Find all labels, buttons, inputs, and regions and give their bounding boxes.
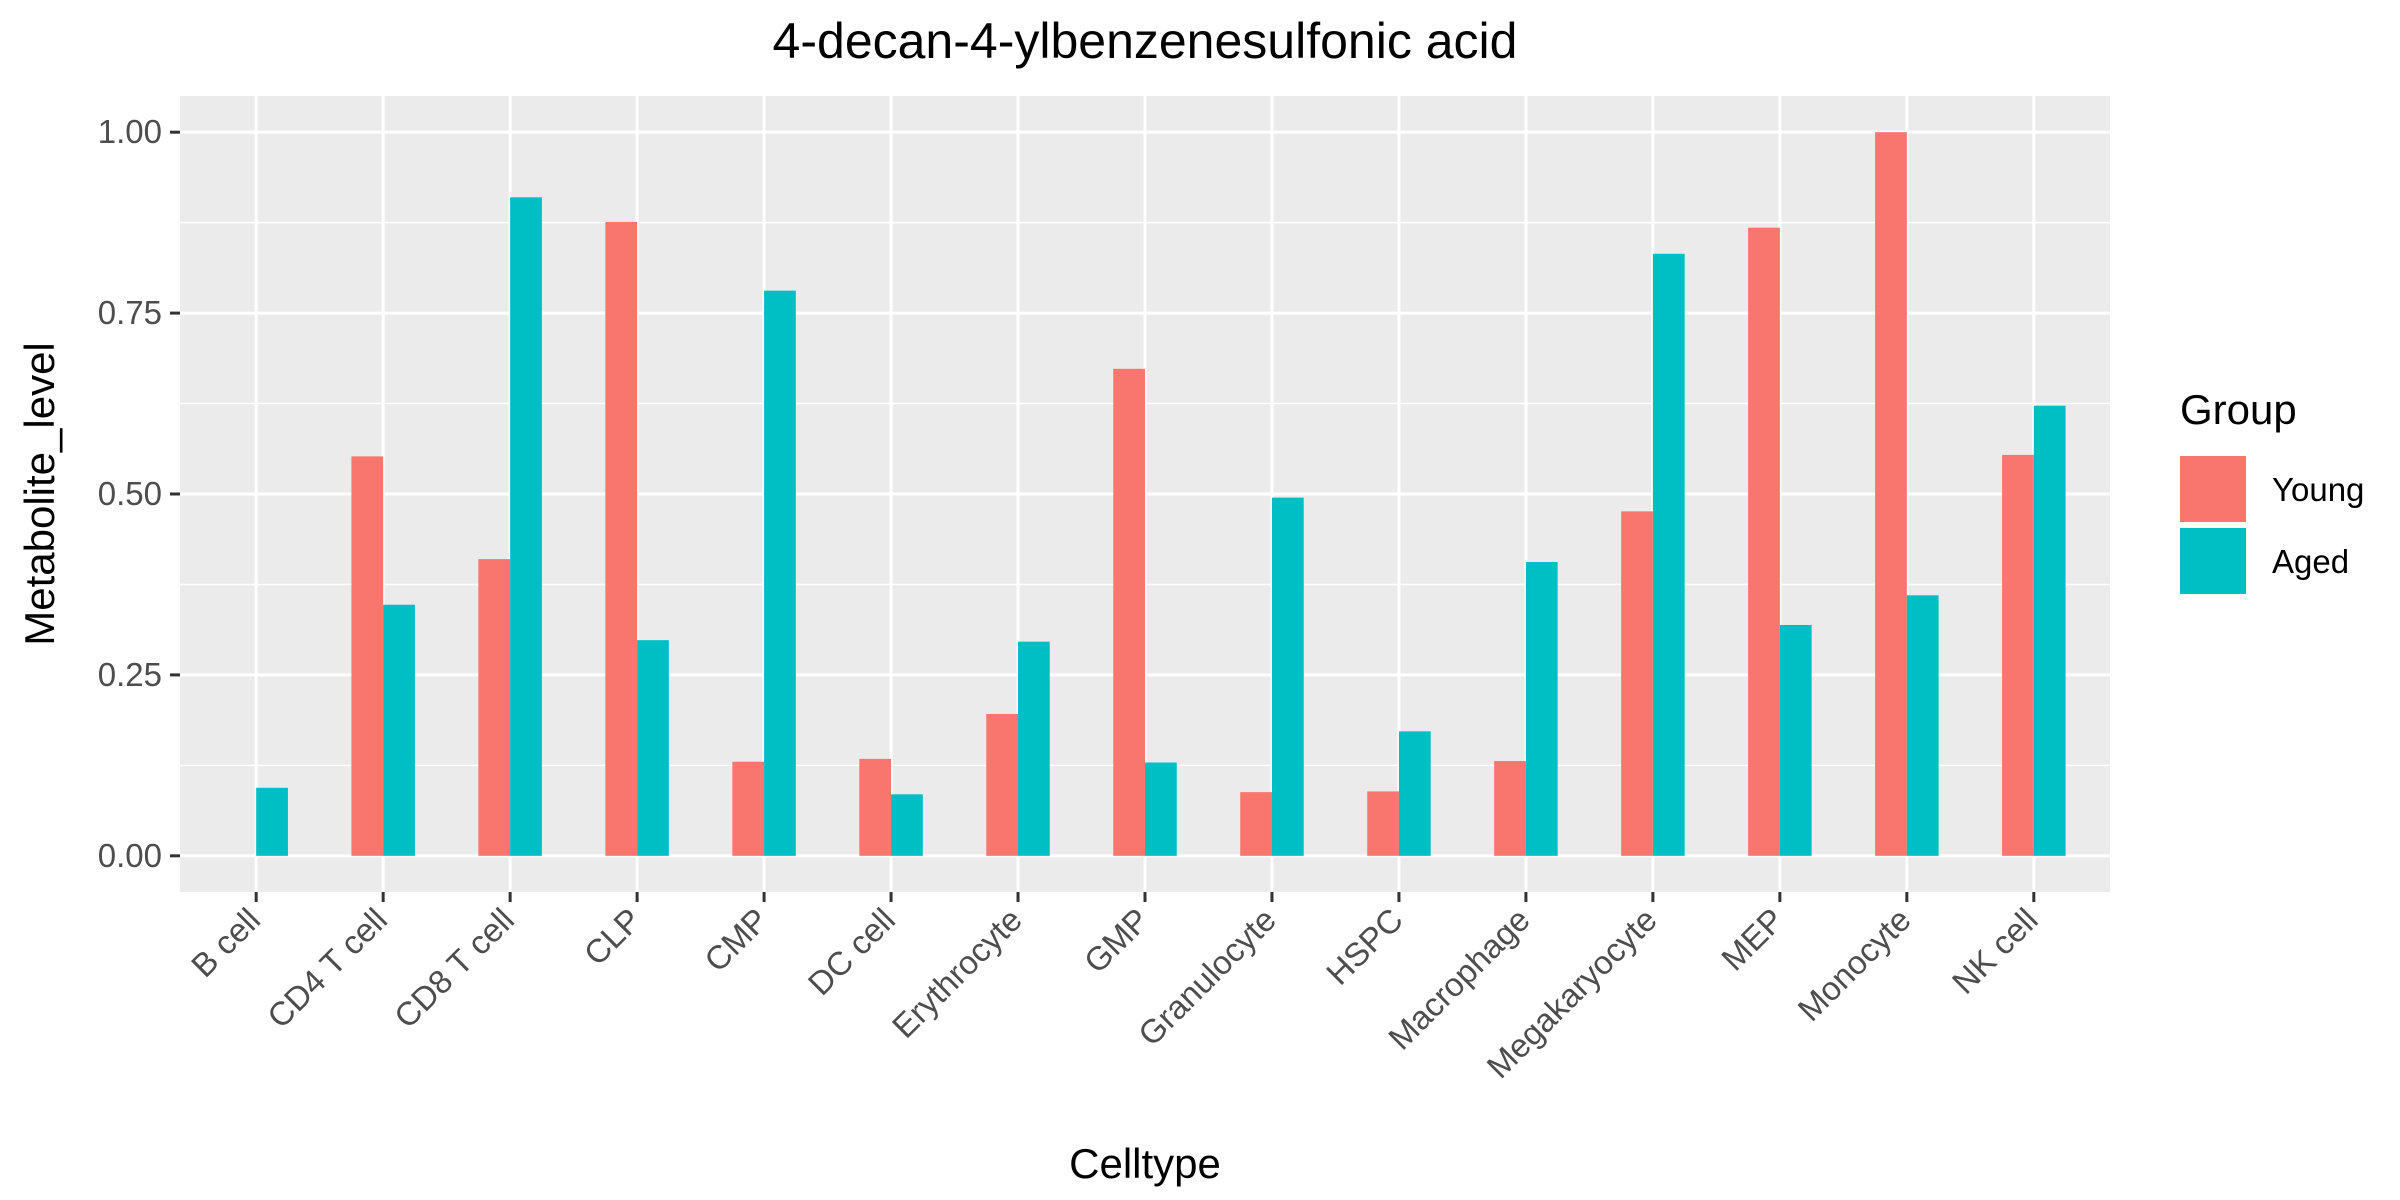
bar-aged-erythrocyte (1018, 641, 1050, 856)
bar-young-macrophage (1494, 761, 1526, 856)
bars (256, 132, 2066, 856)
bar-young-cd8-t-cell (478, 559, 511, 856)
legend-items: Young Aged (2180, 456, 2364, 594)
x-tick-label: B cell (184, 901, 267, 984)
bar-young-erythrocyte (986, 713, 1019, 856)
bar-young-nk-cell (2002, 454, 2034, 856)
bar-aged-cmp (764, 290, 796, 856)
x-tick-label: MEP (1714, 901, 1791, 978)
bar-young-gmp (1113, 368, 1145, 856)
x-tick-label: CD8 T cell (387, 901, 521, 1035)
bar-aged-monocyte (1906, 595, 1939, 856)
bar-young-cmp (732, 761, 765, 856)
x-tick-label: GMP (1077, 901, 1156, 980)
y-tick-label: 0.25 (98, 656, 162, 693)
x-tick-label: Monocyte (1790, 901, 1917, 1028)
y-tick-label: 1.00 (98, 113, 162, 150)
bar-young-dc-cell (859, 758, 892, 856)
x-tick-label: CMP (697, 901, 775, 979)
bar-young-clp (605, 221, 638, 856)
bar-aged-hspc (1398, 731, 1431, 856)
bar-aged-cd4-t-cell (383, 604, 415, 856)
bar-aged-gmp (1145, 762, 1177, 856)
bar-young-granulocyte (1240, 792, 1272, 856)
y-tick-label: 0.00 (98, 837, 162, 874)
y-axis: 0.00 0.25 0.50 0.75 1.00 (98, 113, 180, 874)
chart-title: 4-decan-4-ylbenzenesulfonic acid (773, 13, 1518, 69)
bar-aged-macrophage (1525, 562, 1558, 856)
bar-aged-cd8-t-cell (510, 197, 542, 856)
x-tick-label: CD4 T cell (260, 901, 394, 1035)
x-tick-label: CLP (576, 901, 648, 973)
bar-young-cd4-t-cell (351, 456, 384, 856)
bar-aged-dc-cell (891, 794, 923, 856)
bar-aged-granulocyte (1271, 497, 1304, 856)
legend-label-aged: Aged (2272, 543, 2349, 580)
bar-young-megakaryocyte (1621, 511, 1653, 856)
bar-young-hspc (1367, 791, 1399, 856)
x-tick-label: HSPC (1319, 901, 1410, 992)
x-tick-label: DC cell (801, 901, 902, 1002)
legend: Group Young Aged (2180, 386, 2364, 594)
bar-young-monocyte (1875, 132, 1907, 856)
legend-key-aged (2180, 528, 2246, 594)
legend-label-young: Young (2272, 471, 2364, 508)
bar-aged-clp (637, 640, 669, 856)
x-tick-label: Erythrocyte (885, 901, 1029, 1045)
bar-young-mep (1748, 227, 1780, 856)
y-tick-label: 0.50 (98, 475, 162, 512)
x-axis-title: Celltype (1069, 1140, 1221, 1187)
bar-aged-b-cell (256, 787, 288, 856)
y-axis-title: Metabolite_level (16, 342, 63, 646)
bar-aged-mep (1779, 624, 1812, 856)
y-tick-label: 0.75 (98, 294, 162, 331)
legend-title: Group (2180, 386, 2297, 433)
bar-aged-megakaryocyte (1652, 253, 1685, 856)
bar-aged-nk-cell (2033, 405, 2066, 856)
x-tick-label: Granulocyte (1131, 901, 1283, 1053)
x-tick-label: NK cell (1945, 901, 2045, 1001)
legend-key-young (2180, 456, 2246, 522)
